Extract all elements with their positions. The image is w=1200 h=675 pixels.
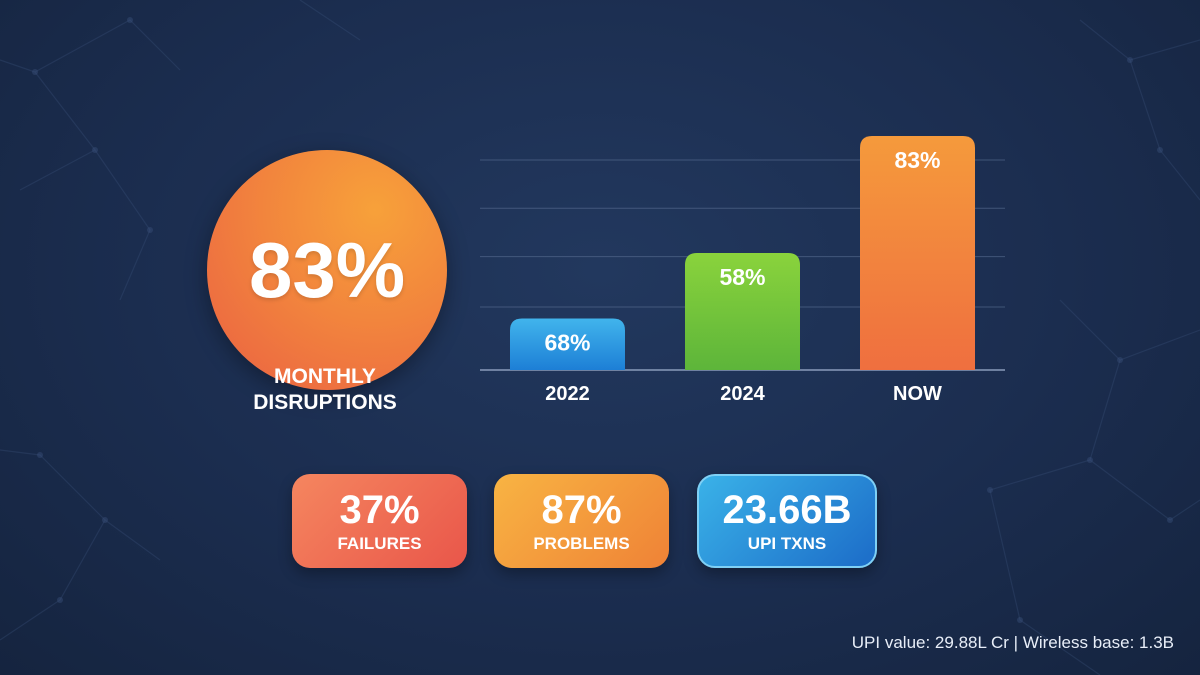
headline-circle: 83%	[207, 150, 447, 390]
stat-upi-txns-label: UPI TXNS	[747, 534, 827, 553]
bar-chart: 68% 58% 83% 2022 2024 NOW	[480, 136, 1005, 405]
headline-caption-line2: DISRUPTIONS	[253, 391, 397, 414]
headline-caption-line1: MONTHLY	[274, 365, 376, 388]
stat-failures-value: 37%	[339, 488, 420, 532]
x-tick-label: 2022	[545, 383, 590, 405]
x-tick-label: 2024	[720, 383, 765, 405]
stat-upi-txns: 23.66B UPI TXNS	[697, 474, 877, 568]
bar-value-label: 58%	[719, 264, 765, 290]
stat-failures-label: FAILURES	[337, 534, 422, 553]
footer-note: UPI value: 29.88L Cr | Wireless base: 1.…	[851, 633, 1174, 652]
headline-value: 83%	[248, 225, 406, 314]
bar-now	[860, 136, 975, 370]
bar-value-label: 83%	[894, 147, 940, 173]
bar-2022	[510, 318, 625, 370]
bar-2024	[685, 253, 800, 370]
stat-problems-label: PROBLEMS	[533, 534, 630, 553]
stat-upi-txns-value: 23.66B	[722, 488, 852, 532]
bar-value-label: 68%	[544, 330, 590, 356]
stat-problems-value: 87%	[541, 488, 622, 532]
headline-caption: MONTHLY DISRUPTIONS	[225, 364, 425, 416]
x-tick-label: NOW	[893, 383, 942, 405]
stat-failures: 37% FAILURES	[292, 474, 467, 568]
stat-problems: 87% PROBLEMS	[494, 474, 669, 568]
